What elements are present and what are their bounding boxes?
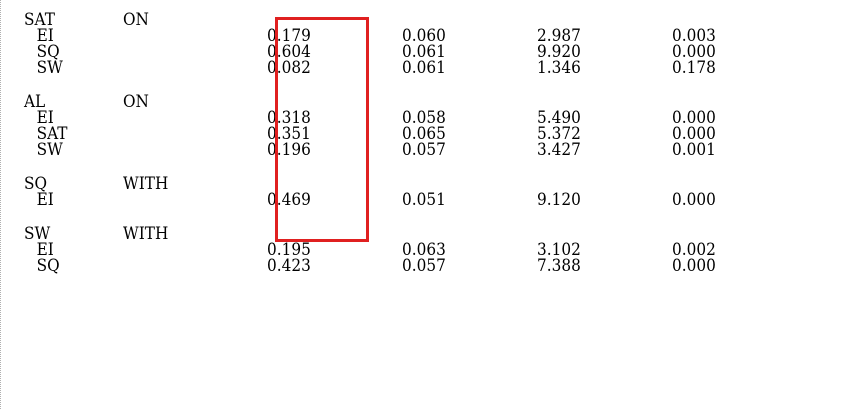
p-value: 0.001 <box>672 140 716 160</box>
result-row: EI 0.318 0.058 5.490 0.000 <box>24 108 762 128</box>
se-value: 0.060 <box>402 26 446 46</box>
result-row: SW 0.196 0.057 3.427 0.001 <box>24 140 762 160</box>
row-variable: SQ <box>36 256 60 276</box>
group-header: AL ON <box>24 92 762 112</box>
est-se-value: 5.490 <box>537 108 581 128</box>
result-row: SAT 0.351 0.065 5.372 0.000 <box>24 124 762 144</box>
se-value: 0.057 <box>402 256 446 276</box>
result-group-al-on: AL ON EI 0.318 0.058 5.490 0.000 SAT 0.3… <box>24 92 762 160</box>
se-value: 0.061 <box>402 42 446 62</box>
group-relation: ON <box>123 10 149 30</box>
p-value: 0.000 <box>672 42 716 62</box>
group-relation: WITH <box>123 224 169 244</box>
group-header: SQ WITH <box>24 174 762 194</box>
row-variable: EI <box>36 190 54 210</box>
result-group-sat-on: SAT ON EI 0.179 0.060 2.987 0.003 SQ 0.6… <box>24 10 762 78</box>
p-value: 0.178 <box>672 58 716 78</box>
group-header: SW WITH <box>24 224 762 244</box>
se-value: 0.051 <box>402 190 446 210</box>
result-group-sq-with: SQ WITH EI 0.469 0.051 9.120 0.000 <box>24 174 762 210</box>
se-value: 0.058 <box>402 108 446 128</box>
group-variable: SAT <box>24 10 55 30</box>
result-row: SW 0.082 0.061 1.346 0.178 <box>24 58 762 78</box>
est-se-value: 7.388 <box>537 256 581 276</box>
row-variable: SW <box>36 140 63 160</box>
p-value: 0.000 <box>672 124 716 144</box>
row-variable: SQ <box>36 42 60 62</box>
row-variable: SAT <box>36 124 68 144</box>
se-value: 0.061 <box>402 58 446 78</box>
model-results-output: SAT ON EI 0.179 0.060 2.987 0.003 SQ 0.6… <box>24 12 762 292</box>
group-relation: ON <box>123 92 149 112</box>
se-value: 0.063 <box>402 240 446 260</box>
group-variable: AL <box>24 92 46 112</box>
p-value: 0.003 <box>672 26 716 46</box>
estimate-value: 0.423 <box>267 256 311 276</box>
se-value: 0.057 <box>402 140 446 160</box>
row-variable: EI <box>36 26 54 46</box>
result-row: EI 0.179 0.060 2.987 0.003 <box>24 26 762 46</box>
est-se-value: 1.346 <box>537 58 581 78</box>
estimate-value: 0.082 <box>267 58 311 78</box>
dotted-border <box>0 0 1 409</box>
p-value: 0.002 <box>672 240 716 260</box>
p-value: 0.000 <box>672 108 716 128</box>
p-value: 0.000 <box>672 190 716 210</box>
est-se-value: 5.372 <box>537 124 581 144</box>
estimate-value: 0.195 <box>267 240 311 260</box>
result-row: EI 0.195 0.063 3.102 0.002 <box>24 240 762 260</box>
result-row: EI 0.469 0.051 9.120 0.000 <box>24 190 762 210</box>
est-se-value: 9.120 <box>537 190 581 210</box>
estimate-value: 0.469 <box>267 190 311 210</box>
row-variable: EI <box>36 108 54 128</box>
est-se-value: 3.427 <box>537 140 581 160</box>
p-value: 0.000 <box>672 256 716 276</box>
group-variable: SW <box>24 224 51 244</box>
row-variable: SW <box>36 58 63 78</box>
est-se-value: 3.102 <box>537 240 581 260</box>
estimate-value: 0.196 <box>267 140 311 160</box>
result-row: SQ 0.604 0.061 9.920 0.000 <box>24 42 762 62</box>
result-group-sw-with: SW WITH EI 0.195 0.063 3.102 0.002 SQ 0.… <box>24 224 762 276</box>
se-value: 0.065 <box>402 124 446 144</box>
group-variable: SQ <box>24 174 48 194</box>
row-variable: EI <box>36 240 54 260</box>
group-relation: WITH <box>123 174 169 194</box>
result-row: SQ 0.423 0.057 7.388 0.000 <box>24 256 762 276</box>
est-se-value: 9.920 <box>537 42 581 62</box>
est-se-value: 2.987 <box>537 26 581 46</box>
group-header: SAT ON <box>24 10 762 30</box>
